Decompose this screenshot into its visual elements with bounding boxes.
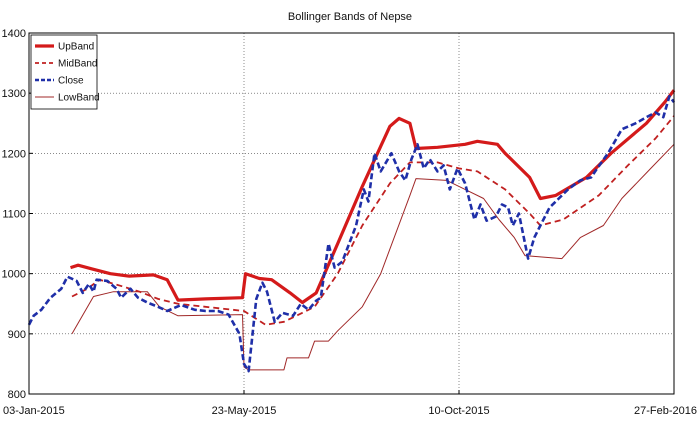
chart-title: Bollinger Bands of Nepse (288, 11, 412, 23)
y-tick-label: 1300 (2, 88, 26, 100)
y-tick-label: 800 (8, 389, 26, 401)
y-tick-label: 1100 (2, 209, 26, 221)
series-lowband-line (71, 143, 675, 371)
tick-layer: 800 900 1000 1100 1200 1300 1400 03-Jan-2015 23-… (2, 28, 697, 417)
series-layer (27, 89, 676, 373)
legend-label-close: Close (58, 76, 84, 87)
y-tick-label: 1200 (2, 148, 26, 160)
legend: UpBand MidBand Close LowBand (30, 34, 100, 110)
y-tick-label: 1400 (2, 28, 26, 40)
legend-label-upband: UpBand (58, 42, 94, 53)
y-tick-label: 1000 (2, 269, 26, 281)
grid-layer (29, 33, 674, 394)
x-tick-label: 23-May-2015 (212, 405, 277, 417)
x-tick-label: 10-Oct-2015 (428, 405, 489, 417)
series-close-line (27, 94, 676, 373)
y-tick-label: 900 (8, 329, 26, 341)
series-upband-line (70, 89, 676, 305)
x-tick-label: 27-Feb-2016 (634, 405, 697, 417)
x-tick-label: 03-Jan-2015 (3, 405, 65, 417)
legend-label-midband: MidBand (58, 59, 97, 70)
series-midband-line (71, 115, 675, 326)
legend-label-lowband: LowBand (58, 93, 100, 104)
